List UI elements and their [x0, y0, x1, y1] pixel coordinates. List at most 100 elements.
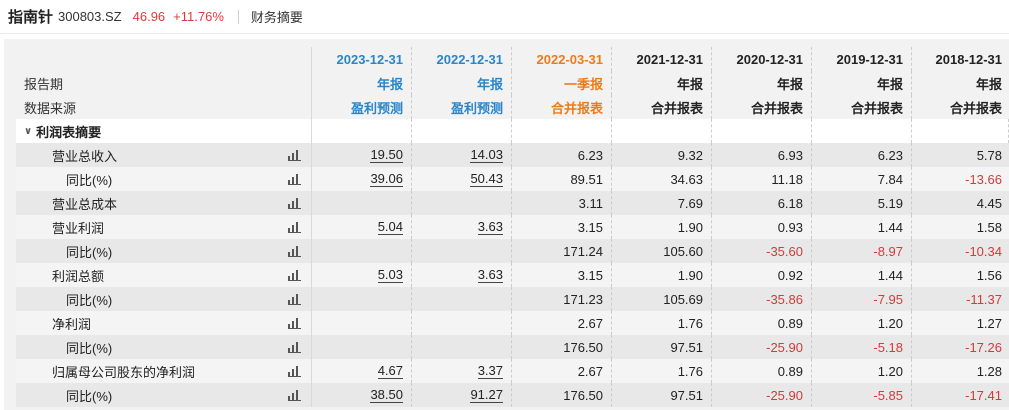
bar-chart-icon[interactable] — [288, 341, 301, 353]
table-row[interactable]: 同比(%) 171.23 105.69 -35.86 -7.95 -11.37 — [16, 287, 1009, 311]
table-row[interactable]: 同比(%) 176.50 97.51 -25.90 -5.18 -17.26 — [16, 335, 1009, 359]
cell-value: 39.06 — [370, 170, 403, 187]
column-period: 一季报 — [512, 71, 612, 95]
header-row-source: 数据来源 盈利预测 盈利预测 合并报表 合并报表 合并报表 合并报表 合并报表 — [16, 95, 1009, 119]
cell-value: 6.18 — [777, 195, 803, 211]
table-cell — [312, 311, 412, 335]
table-cell: 6.23 — [812, 143, 912, 167]
table-cell: 1.44 — [812, 263, 912, 287]
row-label: 利润总额 — [52, 268, 105, 284]
table-cell: -11.37 — [912, 287, 1009, 311]
cell-value: 1.20 — [877, 363, 903, 379]
table-cell: 1.44 — [812, 215, 912, 239]
table-cell: 6.23 — [512, 143, 612, 167]
cell-value: 2.67 — [577, 315, 603, 331]
stock-change: +11.76% — [173, 9, 224, 24]
bar-chart-icon[interactable] — [288, 245, 301, 257]
column-source: 合并报表 — [949, 100, 1002, 116]
row-label: 归属母公司股东的净利润 — [52, 364, 196, 380]
bar-chart-icon[interactable] — [288, 293, 301, 305]
empty-cell — [412, 119, 512, 143]
cell-value: -25.90 — [766, 339, 803, 355]
table-row[interactable]: 同比(%) 38.50 91.27 176.50 97.51 -25.90 -5.85 -17… — [16, 383, 1009, 407]
table-row[interactable]: 利润总额 5.03 3.63 3.15 1.90 0.92 1.44 1.56 — [16, 263, 1009, 287]
bar-chart-icon[interactable] — [288, 149, 301, 161]
row-label-cell: 利润总额 — [16, 263, 312, 287]
table-cell: 7.69 — [612, 191, 712, 215]
cell-value: 1.90 — [677, 267, 703, 283]
column-date[interactable]: 2023-12-31 — [312, 47, 412, 71]
cell-value: 1.44 — [877, 267, 903, 283]
stock-name: 指南针 — [8, 9, 54, 26]
table-cell: 105.69 — [612, 287, 712, 311]
column-source: 盈利预测 — [312, 95, 412, 119]
cell-value: -5.85 — [873, 387, 903, 403]
chevron-down-icon[interactable]: ∨ — [24, 125, 33, 137]
column-period: 年报 — [412, 71, 512, 95]
table-cell: -10.34 — [912, 239, 1009, 263]
column-date[interactable]: 2020-12-31 — [712, 47, 812, 71]
table-cell: 171.23 — [512, 287, 612, 311]
cell-value: 0.93 — [777, 219, 803, 235]
period-label: 报告期 — [16, 71, 312, 95]
cell-value: 38.50 — [370, 386, 403, 403]
table-cell: 4.45 — [912, 191, 1009, 215]
column-source: 合并报表 — [712, 95, 812, 119]
stock-header: 指南针 300803.SZ 46.96 +11.76% 财务摘要 — [0, 0, 1009, 34]
bar-chart-icon[interactable] — [288, 317, 301, 329]
table-body: 营业总收入 19.50 14.03 6.23 9.32 6.93 6.23 5.78 同比(%)… — [16, 143, 1009, 407]
table-cell: 1.90 — [612, 215, 712, 239]
column-date[interactable]: 2022-03-31 — [512, 47, 612, 71]
cell-value: 4.45 — [976, 195, 1002, 211]
bar-chart-icon[interactable] — [288, 269, 301, 281]
column-date[interactable]: 2022-12-31 — [412, 47, 512, 71]
cell-value: 1.76 — [677, 315, 703, 331]
cell-value: 6.93 — [777, 147, 803, 163]
bar-chart-icon[interactable] — [288, 173, 301, 185]
cell-value: 176.50 — [563, 339, 603, 355]
bar-chart-icon[interactable] — [288, 197, 301, 209]
table-cell: 1.76 — [612, 359, 712, 383]
cell-value: -17.41 — [965, 387, 1002, 403]
cell-value: 5.19 — [877, 195, 903, 211]
cell-value: 1.44 — [877, 219, 903, 235]
tab-financial-summary[interactable]: 财务摘要 — [250, 10, 303, 25]
cell-value: 0.89 — [777, 315, 803, 331]
empty-cell — [612, 119, 712, 143]
column-date[interactable]: 2021-12-31 — [612, 47, 712, 71]
cell-value: 171.24 — [563, 243, 603, 259]
empty-cell — [312, 119, 412, 143]
section-header[interactable]: ∨ 利润表摘要 — [16, 119, 312, 143]
column-period: 年报 — [312, 71, 412, 95]
table-row[interactable]: 同比(%) 39.06 50.43 89.51 34.63 11.18 7.84 -13.66 — [16, 167, 1009, 191]
table-row[interactable]: 营业总收入 19.50 14.03 6.23 9.32 6.93 6.23 5.78 — [16, 143, 1009, 167]
bar-chart-icon[interactable] — [288, 389, 301, 401]
table-cell: 1.20 — [812, 359, 912, 383]
bar-chart-icon[interactable] — [288, 221, 301, 233]
cell-value: 7.69 — [677, 195, 703, 211]
cell-value: 34.63 — [670, 171, 703, 187]
table-row[interactable]: 归属母公司股东的净利润 4.67 3.37 2.67 1.76 0.89 1.20 1.28 — [16, 359, 1009, 383]
bar-chart-icon[interactable] — [288, 365, 301, 377]
table-row[interactable]: 净利润 2.67 1.76 0.89 1.20 1.27 — [16, 311, 1009, 335]
table-cell: -17.26 — [912, 335, 1009, 359]
table-cell: 0.93 — [712, 215, 812, 239]
table-cell: 1.58 — [912, 215, 1009, 239]
table-row[interactable]: 同比(%) 171.24 105.60 -35.60 -8.97 -10.34 — [16, 239, 1009, 263]
table-cell: -5.85 — [812, 383, 912, 407]
row-label: 营业总成本 — [52, 196, 118, 212]
row-label: 同比(%) — [66, 244, 113, 260]
section-row-income-statement[interactable]: ∨ 利润表摘要 — [16, 119, 1009, 143]
table-row[interactable]: 营业总成本 3.11 7.69 6.18 5.19 4.45 — [16, 191, 1009, 215]
table-cell: 91.27 — [412, 383, 512, 407]
table-cell: 1.90 — [612, 263, 712, 287]
row-label-cell: 同比(%) — [16, 239, 312, 263]
empty-cell — [712, 119, 812, 143]
table-cell: 3.15 — [512, 263, 612, 287]
table-cell: 4.67 — [312, 359, 412, 383]
column-date[interactable]: 2019-12-31 — [812, 47, 912, 71]
table-row[interactable]: 营业利润 5.04 3.63 3.15 1.90 0.93 1.44 1.58 — [16, 215, 1009, 239]
column-source: 盈利预测 — [412, 95, 512, 119]
cell-value: 1.90 — [677, 219, 703, 235]
column-date[interactable]: 2018-12-31 — [935, 51, 1003, 67]
